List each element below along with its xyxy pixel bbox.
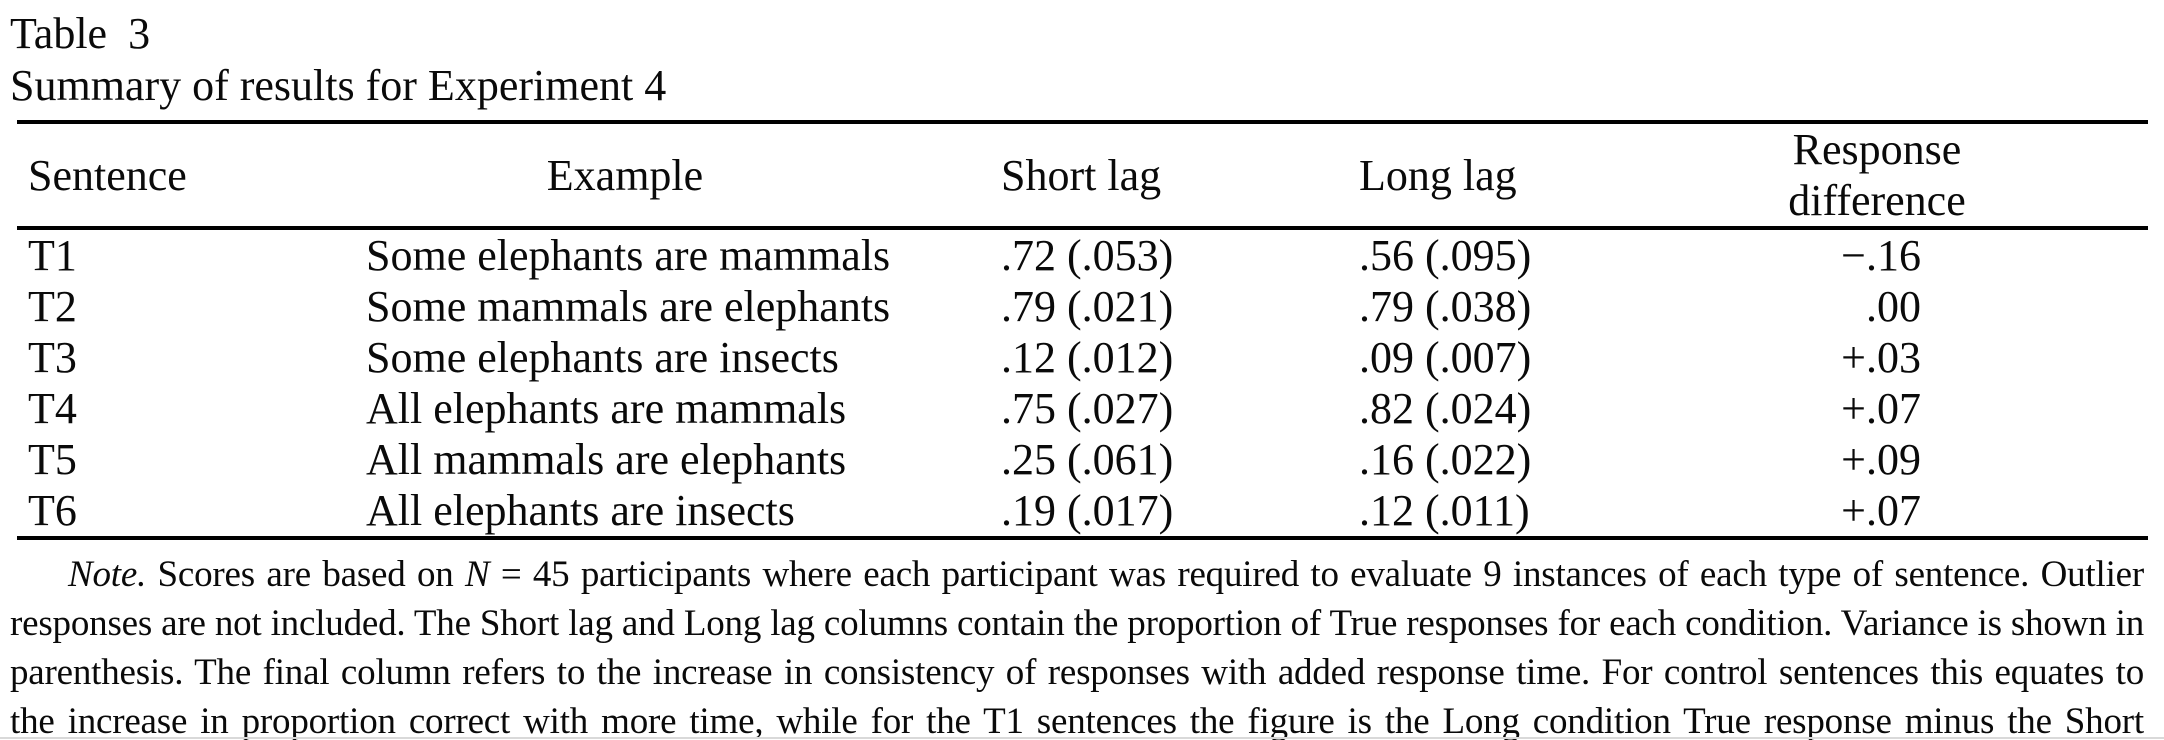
note-segment: N — [464, 554, 490, 595]
cell-short-lag: .75 (.027) — [1001, 384, 1174, 433]
cell-long-lag: .79 (.038) — [1359, 282, 1532, 331]
table-row: T4 All elephants are mammals .75 (.027) … — [17, 383, 2148, 434]
cell-sentence: T3 — [28, 333, 77, 382]
cell-response-difference: +.07 — [1700, 383, 2148, 434]
cell-response-difference: −.16 — [1700, 228, 2148, 281]
cell-response-difference: +.03 — [1700, 332, 2148, 383]
col-header-sentence: Sentence — [28, 150, 187, 200]
header-row: Sentence Example Short lag Long lag Resp… — [17, 122, 2148, 228]
cell-short-lag: .79 (.021) — [1001, 282, 1174, 331]
table-row: T2 Some mammals are elephants .79 (.021)… — [17, 281, 2148, 332]
cell-sentence: T5 — [28, 435, 77, 484]
cell-short-lag: .12 (.012) — [1001, 333, 1174, 382]
table-caption-block: Table 3 Summary of results for Experimen… — [10, 0, 2164, 112]
cell-sentence: T2 — [28, 282, 77, 331]
cell-long-lag: .12 (.011) — [1359, 486, 1530, 535]
cell-short-lag: .19 (.017) — [1001, 486, 1174, 535]
col-header-response-difference: Response difference — [1788, 125, 1966, 225]
cell-response-difference: +.09 — [1700, 434, 2148, 485]
cell-sentence: T4 — [28, 384, 77, 433]
table-note: Note. Scores are based on N = 45 partici… — [10, 550, 2144, 740]
cell-example: Some elephants are mammals — [366, 231, 891, 280]
table-title: Summary of results for Experiment 4 — [10, 61, 667, 110]
cell-sentence: T6 — [28, 486, 77, 535]
cell-long-lag: .16 (.022) — [1359, 435, 1532, 484]
results-table: Sentence Example Short lag Long lag Resp… — [17, 120, 2148, 540]
note-segment: Note. — [68, 554, 147, 595]
table-row: T3 Some elephants are insects .12 (.012)… — [17, 332, 2148, 383]
cell-example: Some mammals are elephants — [366, 282, 891, 331]
note-segment: Scores are based on — [146, 554, 465, 595]
cell-long-lag: .56 (.095) — [1359, 231, 1532, 280]
note-segment: = 45 participants where each participant… — [10, 554, 2144, 740]
table-row: T1 Some elephants are mammals .72 (.053)… — [17, 228, 2148, 281]
table-number: Table 3 — [10, 9, 151, 58]
cell-sentence: T1 — [28, 231, 77, 280]
table-row: T5 All mammals are elephants .25 (.061) … — [17, 434, 2148, 485]
cell-example: All elephants are insects — [366, 486, 795, 535]
cell-short-lag: .25 (.061) — [1001, 435, 1174, 484]
table-row: T6 All elephants are insects .19 (.017) … — [17, 485, 2148, 538]
response-difference-value: +.07 — [1841, 486, 1921, 535]
response-difference-value: +.07 — [1841, 384, 1921, 433]
cell-response-difference: .00 — [1700, 281, 2148, 332]
col-header-example: Example — [546, 150, 704, 200]
col-header-long-lag: Long lag — [1359, 150, 1517, 200]
cell-short-lag: .72 (.053) — [1001, 231, 1174, 280]
cell-long-lag: .09 (.007) — [1359, 333, 1532, 382]
cell-example: All mammals are elephants — [366, 435, 847, 484]
response-difference-value: +.09 — [1841, 435, 1921, 484]
page-edge-line — [0, 737, 2164, 739]
response-difference-value: −.16 — [1841, 231, 1921, 280]
cell-example: Some elephants are insects — [366, 333, 839, 382]
response-difference-value: .00 — [1866, 282, 1921, 331]
col-header-short-lag: Short lag — [1001, 150, 1162, 200]
cell-long-lag: .82 (.024) — [1359, 384, 1532, 433]
response-difference-value: +.03 — [1841, 333, 1921, 382]
cell-example: All elephants are mammals — [366, 384, 847, 433]
cell-response-difference: +.07 — [1700, 485, 2148, 538]
